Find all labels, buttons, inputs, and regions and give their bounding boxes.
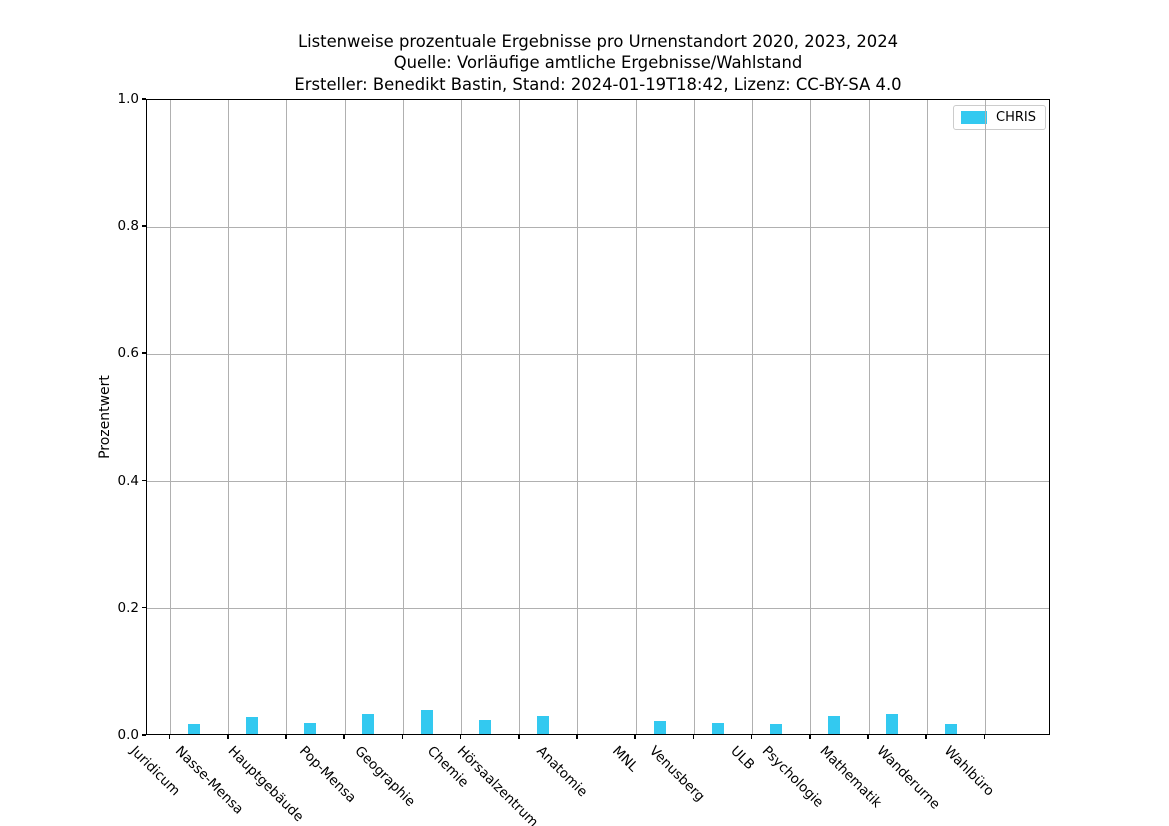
x-tick-label-Geographie: Geographie — [351, 743, 419, 810]
chart-title-line-3: Ersteller: Benedikt Bastin, Stand: 2024-… — [294, 74, 902, 94]
v-gridline-ULB — [752, 100, 754, 734]
x-tick-mark-Pop-Mensa — [343, 735, 345, 739]
x-tick-mark-Anatomie — [576, 735, 578, 739]
x-tick-mark-Geographie — [401, 735, 404, 739]
x-tick-mark-MNL — [634, 735, 636, 739]
x-tick-mark-Psychologie — [809, 735, 811, 739]
x-tick-mark-Mathematik — [867, 735, 869, 739]
bar-Pop-Mensa — [362, 714, 375, 734]
y-tick-mark-0.8 — [142, 225, 146, 227]
y-tick-label-0.4: 0.4 — [117, 472, 139, 489]
bar-MNL — [653, 721, 666, 734]
chart-title-line-1: Listenweise prozentuale Ergebnisse pro U… — [297, 32, 899, 51]
v-gridline-Mathematik — [868, 100, 870, 734]
v-gridline-Geographie — [402, 100, 404, 734]
y-tick-label-1.0: 1.0 — [117, 91, 139, 107]
y-tick-mark-0.0 — [142, 734, 146, 736]
legend-label-chris: CHRIS — [996, 110, 1036, 125]
chart-title: Listenweise prozentuale Ergebnisse pro U… — [146, 31, 1050, 95]
v-gridline-Psychologie — [810, 100, 812, 734]
x-tick-label-Wahlbüro: Wahlbüro — [941, 743, 998, 800]
x-tick-mark-Hauptgebäude — [285, 735, 287, 739]
plot-area: CHRIS — [146, 99, 1050, 735]
bar-Psychologie — [828, 715, 841, 734]
legend: CHRIS — [953, 105, 1046, 130]
v-gridline-Anatomie — [577, 100, 579, 734]
bar-ULB — [769, 723, 782, 734]
v-gridline-Hauptgebäude — [286, 100, 288, 734]
h-gridline-0.2 — [147, 608, 1049, 610]
v-gridline-Wahlbüro — [984, 100, 986, 734]
x-tick-mark-ULB — [750, 735, 753, 739]
x-tick-mark-Chemie — [459, 735, 462, 739]
bar-Juridicum — [187, 724, 200, 734]
bar-Chemie — [478, 720, 491, 734]
bar-Geographie — [420, 709, 433, 734]
v-gridline-Juridicum — [170, 100, 171, 734]
bar-Mathematik — [886, 714, 899, 734]
x-tick-mark-Wahlbüro — [983, 735, 986, 739]
x-tick-label-Hörsaalzentrum: Hörsaalzentrum — [453, 743, 542, 826]
x-tick-mark-Venusberg — [692, 735, 695, 739]
x-tick-mark-Nasse-Mensa — [226, 735, 229, 739]
v-gridline-Nasse-Mensa — [228, 100, 230, 734]
bar-Hauptgebäude — [304, 723, 317, 734]
bar-Venusberg — [711, 723, 724, 734]
y-tick-label-0.8: 0.8 — [117, 218, 139, 235]
y-axis-label: Prozentwert — [97, 375, 113, 459]
bar-Hörsaalzentrum — [537, 715, 550, 734]
h-gridline-0.8 — [147, 226, 1049, 228]
h-gridline-0.6 — [147, 353, 1049, 355]
x-tick-label-Pop-Mensa: Pop-Mensa — [296, 743, 360, 807]
v-gridline-Hörsaalzentrum — [519, 100, 521, 734]
y-tick-mark-0.6 — [142, 352, 146, 354]
bar-Nasse-Mensa — [246, 716, 258, 734]
chart-title-line-2: Quelle: Vorläufige amtliche Ergebnisse/W… — [393, 53, 803, 73]
y-tick-label-0.0: 0.0 — [117, 727, 139, 743]
v-gridline-Chemie — [461, 100, 463, 734]
y-tick-label-0.2: 0.2 — [117, 599, 139, 616]
x-tick-label-Wanderurne: Wanderurne — [873, 743, 944, 813]
v-gridline-Pop-Mensa — [344, 100, 346, 734]
x-tick-mark-Hörsaalzentrum — [517, 735, 520, 739]
v-gridline-Wanderurne — [926, 100, 928, 734]
y-tick-mark-0.4 — [142, 479, 146, 482]
bar-Wanderurne — [944, 723, 957, 734]
x-tick-label-ULB: ULB — [726, 743, 758, 774]
x-tick-label-Anatomie: Anatomie — [533, 743, 591, 801]
x-tick-mark-Juridicum — [168, 735, 171, 739]
v-gridline-MNL — [635, 100, 637, 734]
h-gridline-0.4 — [147, 481, 1049, 483]
y-tick-mark-1.0 — [142, 98, 146, 100]
x-tick-label-Venusberg: Venusberg — [646, 743, 709, 805]
legend-swatch-chris — [961, 111, 987, 124]
y-tick-mark-0.2 — [142, 606, 146, 609]
x-tick-mark-Wanderurne — [925, 735, 928, 739]
x-tick-label-MNL: MNL — [609, 743, 642, 776]
v-gridline-Venusberg — [693, 100, 695, 734]
y-tick-label-0.6: 0.6 — [117, 345, 139, 362]
